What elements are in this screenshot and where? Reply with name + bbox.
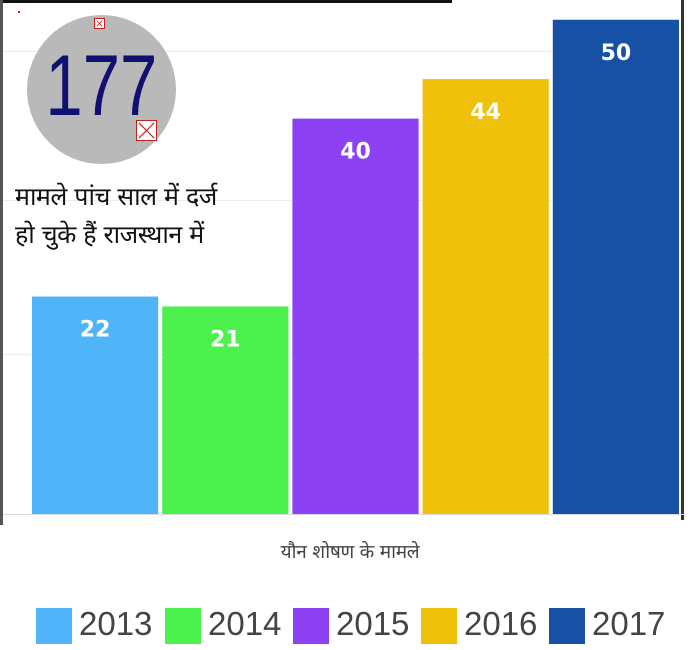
bar-2016 [422,79,549,515]
x-axis-label: यौन शोषण के मामले [280,541,420,563]
legend-label: 2014 [208,605,282,642]
headline-line-1: मामले पांच साल में दर्ज [15,182,217,211]
chart-baseline [3,514,684,515]
data-label-2017: 50 [601,41,632,66]
right-axis-line [681,0,684,520]
bar-2014 [162,306,289,514]
bar-2015 [292,118,419,514]
data-label-2014: 21 [210,327,241,352]
stray-mark [18,11,20,13]
legend-swatch [549,608,585,644]
legend-swatch [36,608,72,644]
data-label-2015: 40 [340,140,371,165]
legend: 2013 2014 2015 2016 2017 [0,600,693,648]
broken-image-icon [136,120,157,141]
bar-2013 [32,296,159,514]
data-label-group: 22 21 40 44 50 [80,41,631,353]
legend-swatch [421,608,457,644]
data-label-2016: 44 [470,100,501,125]
data-label-2013: 22 [80,318,111,343]
total-cases-number: 177 [45,38,158,134]
headline: मामले पांच साल में दर्ज हो चुके हैं राजस… [15,178,315,254]
legend-label: 2017 [592,605,666,642]
bar-group [32,19,679,515]
legend-label: 2013 [79,605,153,642]
top-rule [0,0,452,3]
bar-2017 [552,19,679,515]
headline-line-2: हो चुके हैं राजस्थान में [15,220,204,249]
legend-swatch [293,608,329,644]
legend-label: 2015 [336,605,410,642]
broken-image-icon [94,18,105,29]
legend-swatch [165,608,201,644]
left-axis-line [0,0,3,525]
legend-label: 2016 [464,605,538,642]
